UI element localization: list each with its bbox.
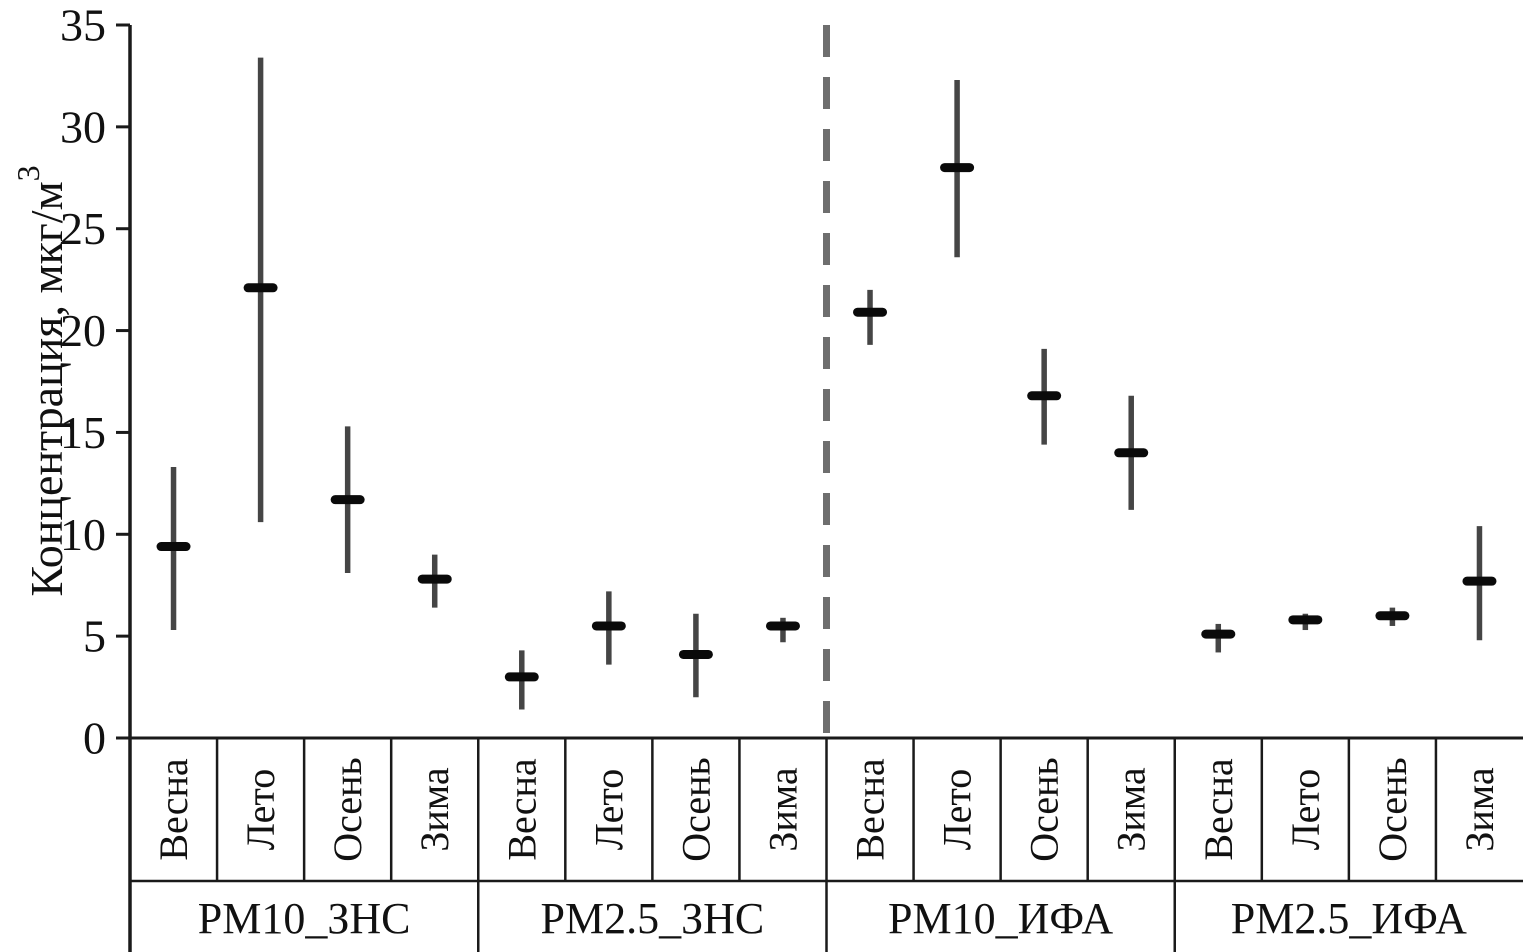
mean-marker	[1288, 615, 1323, 625]
mean-marker	[417, 574, 452, 584]
group-label: PM10_ИФА	[888, 894, 1113, 943]
mean-marker	[853, 307, 888, 317]
season-label: Зима	[760, 767, 805, 851]
season-label: Весна	[499, 758, 544, 861]
y-axis-title: Концентрация, мкг/м3	[10, 165, 72, 596]
season-label: Осень	[325, 757, 370, 862]
y-tick-label: 25	[60, 203, 106, 254]
mean-marker	[243, 283, 278, 293]
mean-marker	[1375, 611, 1410, 621]
season-label: Осень	[1022, 757, 1067, 862]
season-label: Весна	[848, 758, 893, 861]
y-tick-label: 35	[60, 0, 106, 51]
mean-marker	[504, 672, 539, 682]
season-label: Зима	[412, 767, 457, 851]
season-label: Лето	[935, 769, 980, 851]
mean-marker	[1114, 448, 1149, 458]
mean-marker	[1027, 391, 1062, 401]
group-label: PM10_ЗНС	[198, 894, 411, 943]
season-label: Лето	[238, 769, 283, 851]
y-tick-label: 0	[83, 713, 106, 764]
y-tick-label: 20	[60, 305, 106, 356]
season-label: Лето	[586, 769, 631, 851]
mean-marker	[156, 542, 191, 552]
mean-marker	[765, 621, 800, 631]
season-label: Зима	[1109, 767, 1154, 851]
season-label: Осень	[673, 757, 718, 862]
mean-marker	[678, 649, 713, 659]
y-tick-label: 30	[60, 101, 106, 152]
season-label: Весна	[1196, 758, 1241, 861]
y-tick-label: 15	[60, 407, 106, 458]
mean-marker	[1201, 629, 1236, 639]
season-label: Лето	[1283, 769, 1328, 851]
y-tick-label: 10	[60, 509, 106, 560]
mean-marker	[1462, 576, 1497, 586]
y-tick-label: 5	[83, 611, 106, 662]
group-label: PM2.5_ИФА	[1231, 894, 1467, 943]
season-label: Весна	[151, 758, 196, 861]
mean-marker	[330, 495, 365, 505]
season-label: Осень	[1370, 757, 1415, 862]
season-label: Зима	[1457, 767, 1502, 851]
mean-marker	[591, 621, 626, 631]
mean-marker	[940, 163, 975, 173]
group-label: PM2.5_ЗНС	[540, 894, 764, 943]
